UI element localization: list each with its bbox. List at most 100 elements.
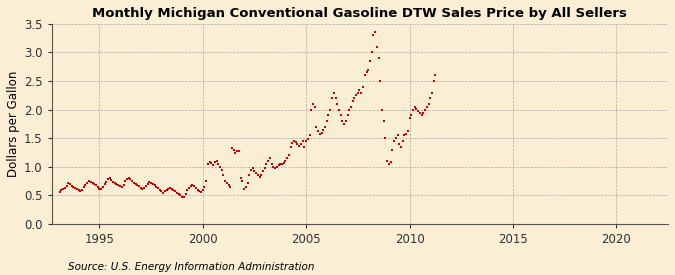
- Point: [178, 195, 189, 199]
- Point: [106, 178, 117, 182]
- Point: [398, 139, 408, 143]
- Point: [177, 194, 188, 199]
- Point: [237, 179, 248, 183]
- Point: [258, 169, 269, 174]
- Point: [250, 170, 261, 175]
- Point: [254, 175, 265, 179]
- Point: [290, 140, 301, 144]
- Point: [429, 79, 439, 83]
- Point: [406, 113, 416, 118]
- Point: [390, 136, 401, 141]
- Point: [286, 145, 296, 149]
- Point: [104, 176, 115, 180]
- Point: [161, 188, 172, 192]
- Point: [377, 108, 387, 112]
- Point: [323, 113, 334, 118]
- Point: [151, 185, 161, 189]
- Point: [309, 104, 320, 109]
- Point: [187, 183, 198, 187]
- Point: [206, 161, 217, 166]
- Point: [135, 186, 146, 190]
- Point: [361, 70, 372, 75]
- Point: [109, 181, 120, 185]
- Point: [225, 185, 236, 189]
- Point: [242, 181, 253, 185]
- Point: [139, 186, 150, 190]
- Point: [101, 180, 111, 184]
- Point: [158, 190, 169, 195]
- Point: [252, 173, 263, 178]
- Point: [197, 188, 208, 192]
- Point: [194, 189, 205, 194]
- Point: [304, 133, 315, 138]
- Point: [99, 182, 110, 186]
- Point: [146, 181, 157, 185]
- Point: [330, 96, 341, 100]
- Point: [192, 188, 203, 192]
- Point: [354, 87, 365, 92]
- Point: [56, 188, 67, 192]
- Point: [315, 131, 325, 136]
- Point: [119, 179, 130, 183]
- Point: [159, 189, 170, 194]
- Point: [127, 179, 138, 183]
- Point: [297, 139, 308, 143]
- Point: [425, 96, 435, 100]
- Point: [339, 122, 350, 126]
- Point: [346, 104, 356, 109]
- Point: [284, 153, 294, 158]
- Point: [394, 142, 404, 146]
- Point: [94, 186, 105, 191]
- Point: [144, 180, 155, 185]
- Point: [256, 173, 267, 178]
- Point: [347, 99, 358, 103]
- Point: [392, 133, 403, 138]
- Point: [270, 166, 281, 170]
- Point: [165, 186, 176, 190]
- Point: [396, 145, 406, 149]
- Point: [147, 182, 158, 186]
- Point: [228, 147, 239, 152]
- Point: [63, 181, 74, 185]
- Point: [217, 167, 227, 172]
- Point: [58, 186, 69, 191]
- Point: [166, 186, 177, 191]
- Point: [232, 149, 243, 154]
- Point: [287, 141, 298, 145]
- Point: [352, 90, 363, 95]
- Point: [306, 108, 317, 112]
- Point: [414, 110, 425, 115]
- Point: [318, 128, 329, 132]
- Point: [234, 148, 244, 153]
- Point: [218, 173, 229, 178]
- Point: [111, 182, 122, 186]
- Point: [168, 188, 179, 192]
- Point: [411, 106, 422, 111]
- Point: [59, 186, 70, 190]
- Point: [171, 190, 182, 195]
- Point: [215, 165, 225, 169]
- Point: [87, 181, 98, 185]
- Point: [271, 165, 282, 169]
- Point: [370, 30, 381, 35]
- Point: [367, 50, 377, 55]
- Point: [261, 162, 272, 166]
- Point: [362, 67, 373, 72]
- Point: [221, 181, 232, 185]
- Point: [74, 188, 84, 192]
- Point: [333, 108, 344, 112]
- Point: [416, 113, 427, 118]
- Point: [420, 108, 431, 112]
- Point: [273, 163, 284, 167]
- Point: [358, 85, 369, 89]
- Point: [227, 146, 238, 150]
- Point: [308, 102, 319, 106]
- Point: [401, 131, 412, 136]
- Text: Source: U.S. Energy Information Administration: Source: U.S. Energy Information Administ…: [68, 262, 314, 272]
- Point: [240, 185, 251, 189]
- Point: [292, 142, 303, 146]
- Point: [311, 125, 322, 129]
- Point: [223, 183, 234, 187]
- Point: [103, 177, 113, 182]
- Point: [77, 188, 88, 192]
